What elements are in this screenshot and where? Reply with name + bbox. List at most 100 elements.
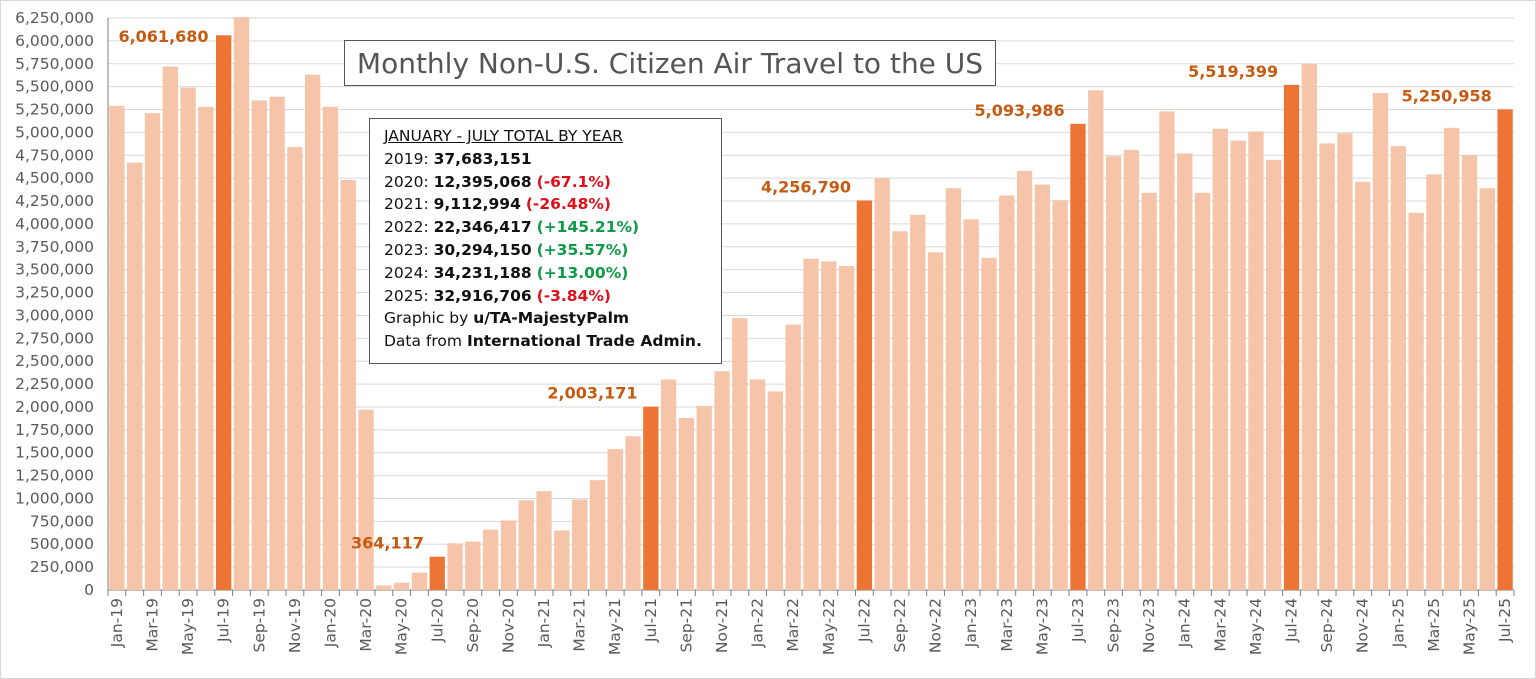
x-tick-label: Sep-20 bbox=[464, 598, 482, 653]
x-tick-label: Sep-19 bbox=[250, 598, 268, 653]
data-label: 5,093,986 bbox=[975, 101, 1065, 120]
bar bbox=[340, 179, 356, 590]
y-tick-label: 4,250,000 bbox=[15, 192, 94, 210]
x-tick-label: May-19 bbox=[179, 598, 197, 655]
summary-total: 12,395,068 bbox=[433, 172, 532, 191]
x-tick-label: Mar-21 bbox=[571, 598, 589, 652]
bar bbox=[785, 324, 801, 590]
x-tick-label: Jul-23 bbox=[1069, 598, 1087, 643]
summary-row: 2023: 30,294,150 (+35.57%) bbox=[384, 239, 721, 262]
bar bbox=[1052, 200, 1068, 590]
bar bbox=[482, 529, 499, 590]
bar bbox=[892, 231, 908, 591]
summary-change: (+13.00%) bbox=[536, 263, 629, 282]
bar bbox=[910, 214, 926, 590]
data-label: 6,061,680 bbox=[118, 27, 208, 46]
x-tick-label: May-24 bbox=[1247, 598, 1265, 655]
bar bbox=[589, 480, 606, 590]
bar bbox=[1248, 131, 1264, 590]
bar bbox=[269, 96, 285, 590]
bar bbox=[180, 87, 196, 590]
y-tick-label: 4,500,000 bbox=[15, 169, 94, 187]
bar bbox=[518, 500, 534, 590]
credit-line: Graphic by u/TA-MajestyPalm bbox=[384, 307, 721, 330]
summary-year: 2025: bbox=[384, 286, 429, 305]
data-label: 2,003,171 bbox=[547, 384, 637, 403]
bar bbox=[251, 100, 267, 591]
x-tick-label: Jul-21 bbox=[642, 598, 660, 643]
x-tick-label: Mar-19 bbox=[143, 598, 161, 652]
data-label: 5,519,399 bbox=[1188, 62, 1278, 81]
x-tick-label: Nov-23 bbox=[1140, 598, 1158, 653]
bar bbox=[874, 178, 890, 590]
bar bbox=[1426, 174, 1442, 590]
x-tick-label: Sep-22 bbox=[891, 598, 909, 653]
bar bbox=[376, 585, 392, 590]
bar bbox=[1141, 192, 1157, 590]
x-tick-label: Jan-21 bbox=[535, 598, 553, 648]
y-tick-label: 3,500,000 bbox=[15, 261, 94, 279]
summary-year: 2020: bbox=[384, 172, 429, 191]
bar bbox=[1319, 143, 1335, 591]
bar bbox=[358, 409, 374, 590]
bar bbox=[198, 106, 214, 590]
x-tick-label: Mar-24 bbox=[1211, 598, 1229, 652]
bar bbox=[465, 541, 481, 590]
x-tick-label: May-25 bbox=[1461, 598, 1479, 655]
source-line: Data from International Trade Admin. bbox=[384, 330, 721, 353]
x-tick-label: Jan-19 bbox=[108, 598, 126, 648]
bar bbox=[981, 257, 997, 590]
summary-total: 30,294,150 bbox=[433, 240, 532, 259]
bar-highlight bbox=[856, 200, 873, 590]
bar bbox=[305, 74, 321, 590]
x-tick-label: Sep-24 bbox=[1318, 598, 1336, 653]
y-tick-label: 750,000 bbox=[30, 512, 94, 530]
bar bbox=[1461, 155, 1478, 590]
bar bbox=[447, 543, 463, 590]
bar-highlight bbox=[1497, 109, 1513, 591]
source-prefix: Data from bbox=[384, 332, 467, 351]
x-tick-label: May-20 bbox=[393, 598, 411, 655]
bar bbox=[1444, 127, 1460, 590]
bar bbox=[678, 417, 695, 590]
x-tick-label: Nov-19 bbox=[286, 598, 304, 653]
bar bbox=[1355, 181, 1371, 590]
x-tick-label: May-23 bbox=[1033, 598, 1051, 655]
summary-row: 2024: 34,231,188 (+13.00%) bbox=[384, 262, 721, 285]
x-tick-label: Jul-25 bbox=[1496, 598, 1514, 643]
summary-year: 2024: bbox=[384, 263, 429, 282]
bar-highlight bbox=[1070, 123, 1086, 590]
y-tick-label: 2,000,000 bbox=[15, 398, 94, 416]
y-tick-label: 4,000,000 bbox=[15, 215, 94, 233]
x-tick-label: Nov-22 bbox=[927, 598, 945, 653]
x-tick-label: Nov-24 bbox=[1354, 598, 1372, 653]
bar bbox=[1034, 184, 1051, 590]
summary-row: 2025: 32,916,706 (-3.84%) bbox=[384, 285, 721, 308]
x-tick-label: Mar-25 bbox=[1425, 598, 1443, 652]
y-tick-label: 1,000,000 bbox=[15, 489, 94, 507]
bar bbox=[1194, 192, 1211, 590]
bar-highlight bbox=[429, 556, 445, 590]
bar bbox=[1266, 159, 1282, 590]
data-label: 5,250,958 bbox=[1402, 86, 1492, 105]
bar bbox=[732, 318, 748, 590]
bar bbox=[963, 219, 979, 590]
bar bbox=[625, 436, 641, 590]
bar bbox=[803, 258, 819, 590]
summary-year: 2022: bbox=[384, 218, 429, 237]
summary-total: 34,231,188 bbox=[433, 263, 532, 282]
x-tick-label: Jul-22 bbox=[855, 598, 873, 643]
bar-highlight bbox=[1283, 84, 1300, 591]
bar bbox=[838, 266, 855, 590]
y-tick-label: 0 bbox=[84, 581, 94, 599]
x-tick-label: Mar-23 bbox=[998, 598, 1016, 652]
bar bbox=[394, 582, 410, 590]
bar bbox=[1212, 128, 1228, 590]
bar bbox=[714, 371, 730, 590]
bar bbox=[1123, 149, 1140, 590]
y-tick-label: 1,250,000 bbox=[15, 467, 94, 485]
bar bbox=[322, 106, 339, 590]
bar-highlight bbox=[216, 35, 232, 590]
bar bbox=[571, 499, 588, 590]
